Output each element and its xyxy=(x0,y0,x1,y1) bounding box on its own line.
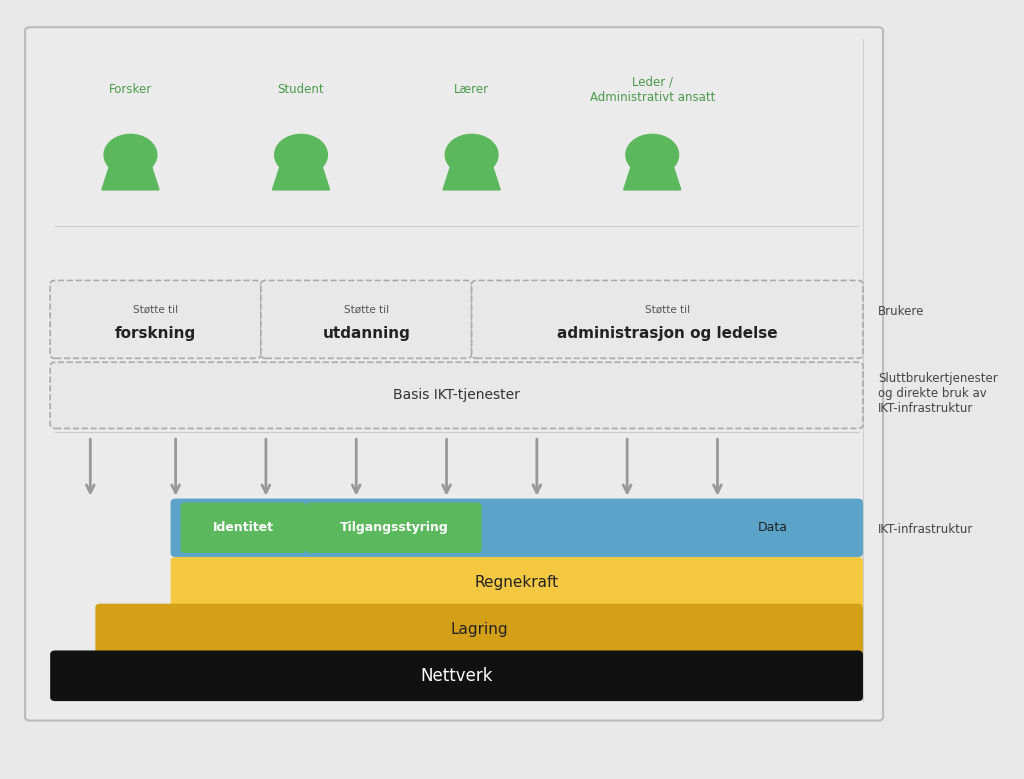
FancyBboxPatch shape xyxy=(171,499,863,557)
Text: Støtte til: Støtte til xyxy=(133,305,178,315)
FancyBboxPatch shape xyxy=(180,502,306,553)
Ellipse shape xyxy=(631,162,674,174)
Text: Brukere: Brukere xyxy=(878,305,925,318)
FancyBboxPatch shape xyxy=(95,604,863,654)
FancyBboxPatch shape xyxy=(472,280,863,358)
Polygon shape xyxy=(101,167,159,190)
Text: utdanning: utdanning xyxy=(323,326,411,341)
Text: Lærer: Lærer xyxy=(454,83,489,96)
Text: IKT-infrastruktur: IKT-infrastruktur xyxy=(878,523,974,536)
Text: administrasjon og ledelse: administrasjon og ledelse xyxy=(557,326,777,341)
FancyBboxPatch shape xyxy=(50,280,261,358)
Ellipse shape xyxy=(451,162,493,174)
FancyBboxPatch shape xyxy=(261,280,472,358)
Text: Sluttbrukertjenester
og direkte bruk av
IKT-infrastruktur: Sluttbrukertjenester og direkte bruk av … xyxy=(878,372,997,415)
Text: Støtte til: Støtte til xyxy=(344,305,389,315)
Text: Identitet: Identitet xyxy=(213,521,273,534)
Text: Støtte til: Støtte til xyxy=(645,305,690,315)
Polygon shape xyxy=(443,167,500,190)
Text: Nettverk: Nettverk xyxy=(420,667,493,685)
FancyBboxPatch shape xyxy=(306,502,481,553)
Ellipse shape xyxy=(280,162,323,174)
FancyBboxPatch shape xyxy=(50,362,863,428)
Circle shape xyxy=(445,134,498,175)
Text: forskning: forskning xyxy=(115,326,197,341)
FancyBboxPatch shape xyxy=(171,557,863,608)
Text: Regnekraft: Regnekraft xyxy=(475,575,559,590)
Text: Tilgangsstyring: Tilgangsstyring xyxy=(340,521,449,534)
Circle shape xyxy=(626,134,679,175)
Polygon shape xyxy=(272,167,330,190)
Ellipse shape xyxy=(110,162,152,174)
Circle shape xyxy=(104,134,157,175)
Text: Basis IKT-tjenester: Basis IKT-tjenester xyxy=(393,389,520,402)
Text: Student: Student xyxy=(278,83,325,96)
Polygon shape xyxy=(624,167,681,190)
Text: Data: Data xyxy=(758,521,787,534)
Circle shape xyxy=(274,134,328,175)
Text: Forsker: Forsker xyxy=(109,83,153,96)
Text: Leder /
Administrativt ansatt: Leder / Administrativt ansatt xyxy=(590,76,715,104)
FancyBboxPatch shape xyxy=(50,650,863,701)
Text: Lagring: Lagring xyxy=(451,622,508,636)
FancyBboxPatch shape xyxy=(25,27,883,721)
